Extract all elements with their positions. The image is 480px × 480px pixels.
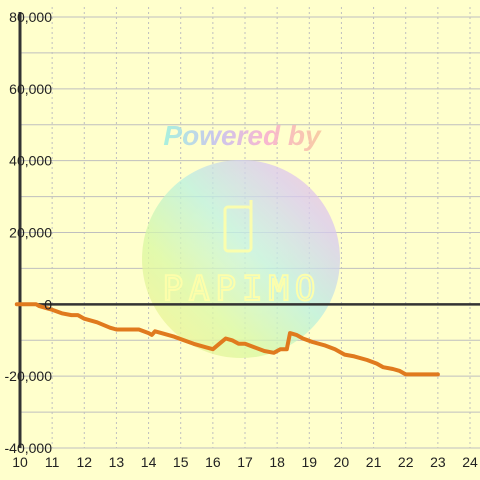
x-tick-label: 11	[45, 454, 60, 470]
y-tick-label: -20,000	[5, 368, 53, 384]
x-tick-label: 24	[462, 454, 478, 470]
watermark-brand-text: PAPIMO	[163, 269, 322, 309]
series-line-0	[14, 302, 440, 377]
axes	[18, 12, 480, 448]
x-tick-label: 23	[430, 454, 446, 470]
x-tick-label: 21	[366, 454, 382, 470]
y-tick-label: 40,000	[9, 153, 52, 169]
x-tick-label: 19	[301, 454, 317, 470]
x-tick-label: 18	[269, 454, 285, 470]
x-tick-label: 16	[205, 454, 221, 470]
x-tick-label: 13	[109, 454, 125, 470]
x-tick-label: 17	[237, 454, 253, 470]
y-tick-label: -40,000	[5, 440, 53, 456]
x-tick-label: 10	[12, 454, 28, 470]
series	[14, 302, 440, 377]
y-tick-label: 20,000	[9, 225, 52, 241]
x-tick-label: 12	[76, 454, 92, 470]
y-tick-label: 0	[44, 296, 52, 312]
x-tick-label: 15	[173, 454, 189, 470]
watermark-phone-icon	[223, 200, 253, 253]
watermark-circle-highlight	[142, 160, 340, 358]
x-tick-label: 20	[334, 454, 350, 470]
tick-labels: -40,000 -20,000 0 20,000 40,000 60,000 80,000 1…	[5, 9, 478, 470]
y-tick-label: 60,000	[9, 81, 52, 97]
x-tick-label: 14	[141, 454, 157, 470]
watermark: Powered by PAPIMO	[142, 120, 340, 358]
y-tick-label: 80,000	[9, 9, 52, 25]
x-tick-label: 22	[398, 454, 414, 470]
watermark-powered-text: Powered by	[163, 120, 322, 151]
